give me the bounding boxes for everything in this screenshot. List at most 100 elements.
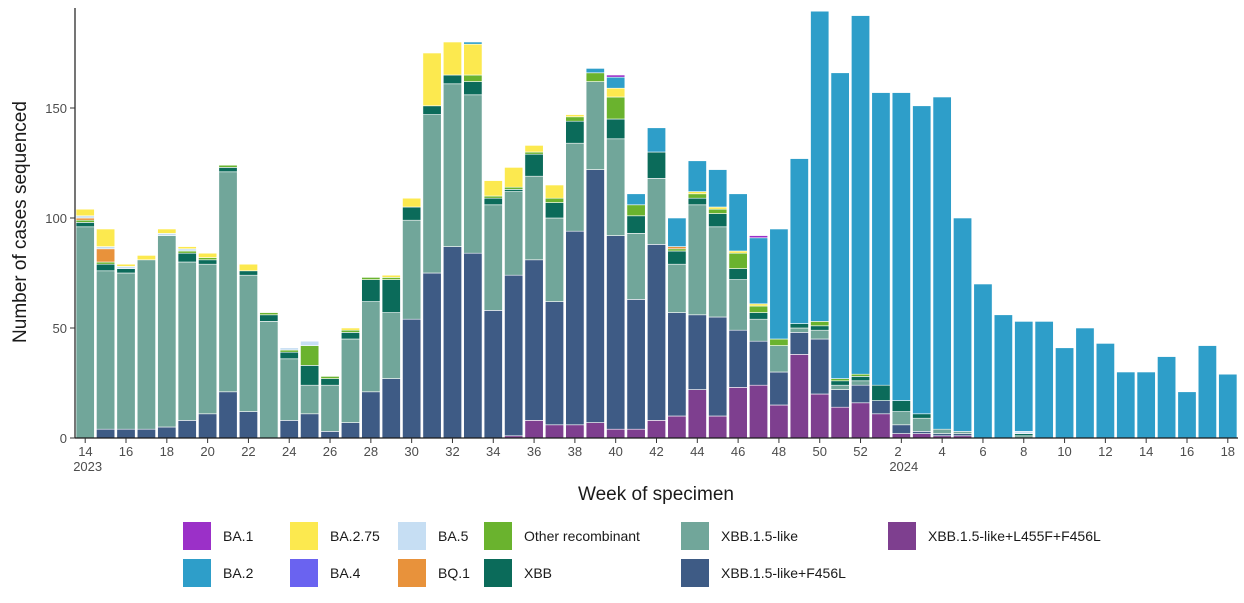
bar-segment-bq-1 <box>75 217 95 221</box>
bar-segment-xbb <box>912 413 932 419</box>
bar-segment-ba-2-75 <box>75 208 95 217</box>
bar-segment-xbb <box>422 105 442 115</box>
bar-segment-xbb-1-5-like-f456l <box>340 422 360 439</box>
x-tick-label: 46 <box>731 444 745 459</box>
bar-segment-xbb-1-5-like <box>524 175 544 261</box>
bar-segment-xbb <box>75 222 95 228</box>
bar-segment-ba-2 <box>810 10 830 322</box>
bar-segment-xbb-1-5-like-f456l <box>749 340 769 386</box>
bar-segment-xbb-1-5-like-f456l <box>483 310 503 439</box>
bar-segment-xbb-1-5-like <box>198 263 218 415</box>
y-tick-label: 50 <box>53 321 67 336</box>
bar-segment-ba-2 <box>851 15 871 375</box>
bar-segment-ba-2-75 <box>402 197 422 208</box>
bar-segment-xbb <box>361 279 381 302</box>
bar-segment-xbb <box>504 189 524 192</box>
bar-segment-xbb-1-5-like-l455f-f456l <box>687 389 707 439</box>
bar-segment-xbb-1-5-like <box>402 219 422 320</box>
bar-segment-xbb <box>687 197 707 206</box>
bar-segment-xbb-1-5-like-f456l <box>300 413 320 439</box>
x-tick-label: 48 <box>772 444 786 459</box>
bar-segment-xbb-1-5-like-f456l <box>953 433 973 437</box>
bar-segment-other-recombinant <box>728 252 748 269</box>
bar-segment-xbb <box>728 268 748 280</box>
bar-segment-xbb-1-5-like-l455f-f456l <box>728 387 748 439</box>
x-tick-label: 50 <box>812 444 826 459</box>
bar-segment-xbb-1-5-like-f456l <box>830 389 850 408</box>
bar-segment-bq-1 <box>667 246 687 250</box>
x-tick-label: 26 <box>323 444 337 459</box>
bar-segment-xbb-1-5-like <box>136 259 156 430</box>
bar-segment-xbb-1-5-like-f456l <box>177 420 197 439</box>
bar-segment-ba-2-75 <box>116 263 136 267</box>
bar-segment-ba-2 <box>1055 347 1075 439</box>
x-tick-year-label: 2024 <box>889 459 918 474</box>
bar-segment-xbb <box>320 378 340 386</box>
bar-segment-ba-2-75 <box>749 303 769 307</box>
bar-segment-ba-1 <box>606 74 626 78</box>
bar-segment-xbb-1-5-like-l455f-f456l <box>912 433 932 439</box>
bar-segment-xbb <box>340 332 360 340</box>
bar-segment-xbb-1-5-like-f456l <box>524 259 544 421</box>
bar-segment-xbb <box>810 325 830 331</box>
bar-segment-other-recombinant <box>769 338 789 346</box>
bar-segment-ba-2 <box>1197 345 1217 439</box>
bar-segment-ba-2 <box>932 96 952 430</box>
bar-segment-other-recombinant <box>75 219 95 223</box>
bar-segment-other-recombinant <box>279 349 299 353</box>
bar-segment-xbb-1-5-like-l455f-f456l <box>647 420 666 439</box>
bar-segment-ba-2 <box>585 68 605 74</box>
bar-segment-xbb-1-5-like <box>442 83 462 247</box>
bar-segment-xbb-1-5-like <box>769 345 789 373</box>
bar-segment-xbb <box>606 118 626 140</box>
bar-segment-ba-2 <box>953 217 973 432</box>
x-tick-label: 6 <box>979 444 986 459</box>
bar-segment-xbb-1-5-like <box>749 318 769 342</box>
x-tick-label: 20 <box>200 444 214 459</box>
bar-segment-xbb-1-5-like-f456l <box>769 371 789 406</box>
bar-segment-other-recombinant <box>606 96 626 120</box>
bar-segment-xbb-1-5-like-f456l <box>932 433 952 437</box>
bar-segment-xbb <box>789 323 809 329</box>
bar-segment-xbb-1-5-like-f456l <box>687 314 707 390</box>
bar-segment-xbb-1-5-like <box>789 327 809 333</box>
bar-segment-other-recombinant <box>585 72 605 82</box>
legend-label-xbb-1-5-like-f456l: XBB.1.5-like+F456L <box>721 565 846 581</box>
bar-segment-xbb-1-5-like-f456l <box>116 428 136 439</box>
bar-segment-xbb <box>96 263 116 272</box>
bar-segment-ba-2 <box>1218 373 1238 439</box>
bar-segment-ba-2-75 <box>483 180 503 197</box>
bar-segment-xbb-1-5-like-f456l <box>728 329 748 388</box>
bar-segment-ba-2 <box>993 314 1013 439</box>
bar-segment-xbb <box>381 279 401 313</box>
bar-segment-xbb-1-5-like-f456l <box>96 428 116 439</box>
bar-segment-xbb-1-5-like-l455f-f456l <box>606 428 626 439</box>
bar-segment-xbb-1-5-like-f456l <box>422 272 442 439</box>
x-tick-label: 16 <box>119 444 133 459</box>
bar-segment-other-recombinant <box>381 277 401 280</box>
bar-segment-xbb-1-5-like <box>565 142 585 232</box>
x-tick-label: 36 <box>527 444 541 459</box>
bar-segment-other-recombinant <box>218 164 238 168</box>
bar-segment-ba-5 <box>157 233 177 236</box>
x-tick-label: 10 <box>1057 444 1071 459</box>
bar-segment-other-recombinant <box>340 329 360 333</box>
y-axis-title: Number of cases sequenced <box>10 101 31 343</box>
legend-swatch-xbb-1-5-like-l455f-f456l <box>888 522 916 550</box>
bar-segment-xbb-1-5-like <box>728 279 748 331</box>
x-tick-label: 16 <box>1180 444 1194 459</box>
bar-segment-ba-2 <box>667 217 687 247</box>
y-tick-label: 100 <box>45 211 67 226</box>
legend-label-bq-1: BQ.1 <box>438 565 470 581</box>
bar-segment-other-recombinant <box>320 376 340 379</box>
bar-segment-xbb-1-5-like <box>647 178 666 245</box>
bar-segment-other-recombinant <box>687 193 707 199</box>
bar-segment-xbb-1-5-like-f456l <box>157 426 177 439</box>
bar-segment-xbb-1-5-like-l455f-f456l <box>830 406 850 439</box>
bar-segment-xbb <box>749 312 769 320</box>
bar-segment-ba-2-75 <box>504 167 524 188</box>
bar-segment-xbb-1-5-like <box>218 171 238 393</box>
bar-segment-xbb-1-5-like <box>177 261 197 421</box>
bar-segment-xbb <box>626 215 646 234</box>
